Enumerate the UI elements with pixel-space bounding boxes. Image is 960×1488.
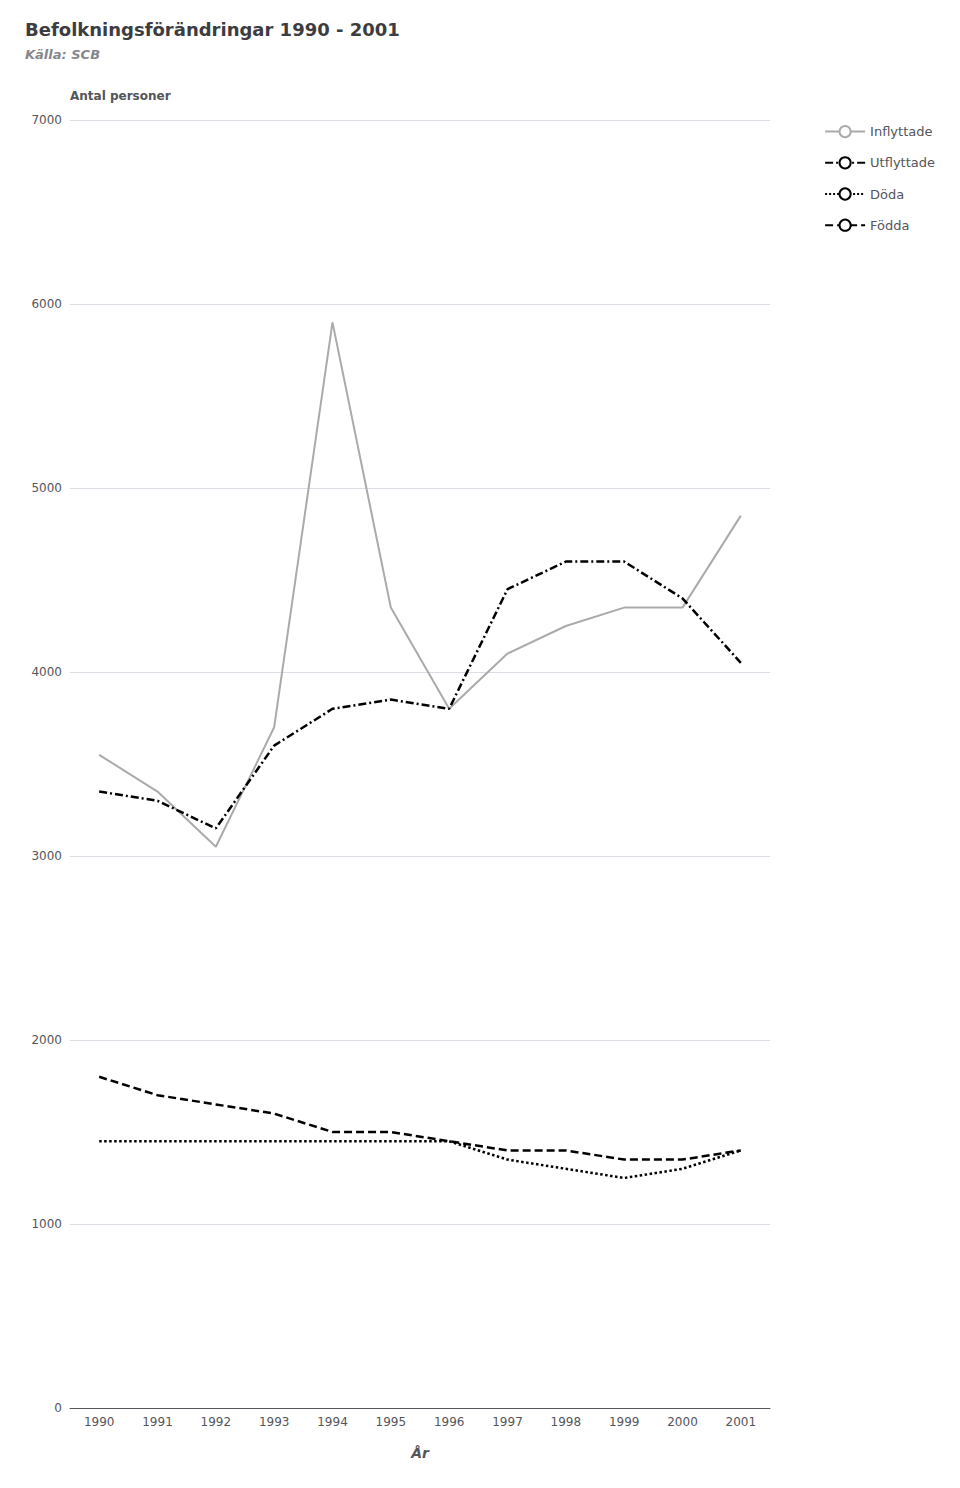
svg-text:4000: 4000 [31,665,62,679]
svg-text:1997: 1997 [492,1415,523,1429]
svg-text:År: År [410,1445,430,1461]
svg-text:3000: 3000 [31,849,62,863]
svg-text:1998: 1998 [551,1415,582,1429]
svg-text:1999: 1999 [609,1415,640,1429]
svg-text:Befolkningsförändringar 1990 -: Befolkningsförändringar 1990 - 2001 [25,19,400,40]
svg-text:Inflyttade: Inflyttade [870,124,932,139]
svg-text:Döda: Döda [870,187,904,202]
svg-text:Antal personer: Antal personer [70,89,171,103]
svg-text:1995: 1995 [376,1415,407,1429]
svg-text:Utflyttade: Utflyttade [870,155,935,170]
svg-text:2000: 2000 [31,1033,62,1047]
svg-text:6000: 6000 [31,297,62,311]
svg-text:1000: 1000 [31,1217,62,1231]
svg-text:2001: 2001 [726,1415,757,1429]
svg-text:5000: 5000 [31,481,62,495]
svg-text:2000: 2000 [667,1415,698,1429]
svg-text:Källa: SCB: Källa: SCB [25,47,100,62]
svg-text:1996: 1996 [434,1415,465,1429]
svg-text:Födda: Födda [870,218,909,233]
svg-text:7000: 7000 [31,113,62,127]
svg-text:1990: 1990 [84,1415,115,1429]
svg-text:0: 0 [54,1401,62,1415]
svg-text:1994: 1994 [317,1415,348,1429]
svg-text:1993: 1993 [259,1415,290,1429]
svg-text:1991: 1991 [142,1415,173,1429]
svg-text:1992: 1992 [201,1415,232,1429]
